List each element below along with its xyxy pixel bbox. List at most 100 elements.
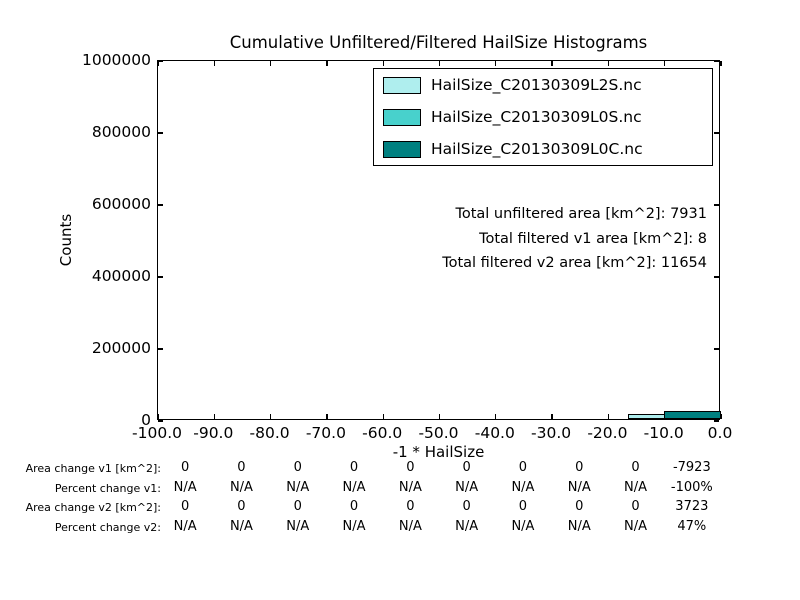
stats-cell: N/A [342,479,366,495]
annotation-line: Total filtered v2 area [km^2]: 11654 [442,255,707,272]
legend-label: HailSize_C20130309L0S.nc [431,108,642,126]
y-axis-label: Counts [57,213,75,267]
stats-cell: 0 [237,460,246,475]
y-tick [714,60,719,62]
stats-cell: N/A [286,479,310,495]
y-tick [714,204,719,206]
stats-cell: 0 [631,460,640,475]
stats-row-label: Percent change v2: [54,520,161,534]
x-tick-label: -90.0 [193,424,234,442]
x-tick [495,61,497,66]
stats-cell: N/A [567,479,591,495]
x-tick [326,414,328,419]
stats-cell: N/A [624,479,648,495]
legend-label: HailSize_C20130309L0C.nc [431,140,643,158]
y-tick [158,132,163,134]
x-tick-label: -50.0 [418,424,459,442]
stats-cell: -100% [670,479,713,495]
x-tick [157,414,159,419]
stats-cell: 0 [349,460,359,475]
stats-cell: 0 [237,499,246,515]
y-tick [714,132,719,134]
stats-row-label: Area change v1 [km^2]: [25,462,161,475]
stats-cell: N/A [624,518,648,534]
stats-row-label: Percent change v1: [54,481,161,495]
x-tick [551,61,553,66]
x-tick [720,414,722,419]
x-tick [382,61,384,66]
x-tick-label: 0.0 [707,424,733,442]
stats-cell: N/A [286,518,310,534]
y-tick [714,420,719,422]
y-tick [714,276,719,278]
stats-cell: 0 [518,460,528,475]
stats-cell: N/A [173,518,197,534]
x-tick-label: -60.0 [362,424,403,442]
legend-swatch-icon [383,76,421,94]
x-tick [664,61,666,66]
y-tick [158,348,163,350]
stats-row-label: Area change v2 [km^2]: [25,501,161,515]
stats-cell: N/A [567,518,591,534]
y-tick [158,60,163,62]
stats-cell: N/A [229,479,253,495]
stats-cell: 0 [293,499,302,515]
stats-cell: 3723 [675,499,709,515]
y-tick [158,204,163,206]
annotations: Total unfiltered area [km^2]: 7931 Total … [300,202,707,276]
stats-cell: N/A [173,479,197,495]
x-tick [213,414,215,419]
legend-swatch-icon [383,108,421,126]
y-tick [158,420,163,422]
x-tick-label: -70.0 [305,424,346,442]
chart-title: Cumulative Unfiltered/Filtered HailSize … [229,33,648,52]
stats-cell: N/A [511,479,535,495]
x-tick [213,61,215,66]
legend-item: HailSize_C20130309L0S.nc [374,108,712,126]
legend: HailSize_C20130309L2S.nc HailSize_C201303… [373,68,713,166]
y-tick-label: 400000 [91,267,151,285]
y-tick-label: 1000000 [81,51,151,69]
x-tick [269,61,272,66]
x-tick-label: -100.0 [132,424,182,442]
stats-cell: 47% [677,518,707,534]
x-tick [438,61,441,66]
stats-cell: 0 [631,499,640,515]
histogram-bar [628,414,665,419]
x-tick [269,414,272,419]
x-tick [607,414,610,419]
x-axis-label: -1 * HailSize [392,443,485,461]
stats-cell: 0 [575,460,584,475]
stats-cell: 0 [462,460,471,475]
stats-cell: 0 [406,460,415,475]
stats-cell: N/A [398,479,422,495]
stats-cell: 0 [575,499,584,515]
y-tick-label: 800000 [91,123,151,141]
stats-cell: N/A [342,518,366,534]
y-tick [158,276,163,278]
x-tick [607,61,610,66]
x-tick-label: -20.0 [587,424,628,442]
stats-cell: 0 [518,499,528,515]
stats-cell: 0 [181,499,190,515]
x-tick [720,61,722,66]
legend-swatch-icon [383,140,421,158]
stats-cell: N/A [398,518,422,534]
stats-cell: 0 [181,460,190,475]
x-tick-label: -10.0 [643,424,684,442]
annotation-line: Total filtered v1 area [km^2]: 8 [479,230,707,247]
x-tick [551,414,553,419]
stats-cell: 0 [293,460,302,475]
stats-cell: N/A [511,518,535,534]
x-tick-label: -80.0 [249,424,290,442]
stats-cell: -7923 [672,460,711,475]
x-tick-label: -40.0 [474,424,515,442]
legend-label: HailSize_C20130309L2S.nc [431,76,642,94]
stats-cell: N/A [455,518,479,534]
stats-cell: 0 [349,499,359,515]
stats-cell: 0 [406,499,415,515]
legend-item: HailSize_C20130309L0C.nc [374,140,712,158]
x-tick [326,61,328,66]
x-tick [438,414,441,419]
